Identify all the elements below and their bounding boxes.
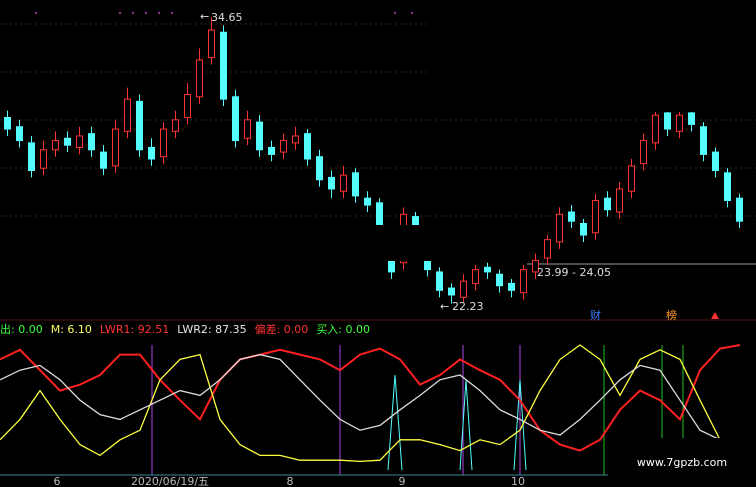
candle-body (676, 114, 683, 132)
candle-body (4, 117, 11, 130)
high-label: 34.65 (211, 11, 243, 24)
candle-body (364, 197, 371, 206)
candle-body (604, 197, 611, 211)
watermark-box (608, 438, 756, 487)
candle-body (520, 269, 527, 294)
candle-body (580, 223, 587, 236)
x-tick-label: 2020/06/19/五 (131, 475, 209, 487)
candle-body (544, 239, 551, 259)
candle-body (16, 126, 23, 142)
candle-body (448, 287, 455, 296)
annotation-arrow: ← (200, 10, 209, 23)
candle-body (112, 128, 119, 167)
candle-body (76, 135, 83, 148)
dot (119, 12, 121, 14)
candle-body (328, 176, 335, 190)
marker: 财 (590, 308, 601, 322)
legend-item: LWR2: 87.35 (177, 323, 246, 336)
candle-body (592, 199, 599, 234)
marker: 榜 (666, 308, 677, 322)
candle-body (340, 174, 347, 192)
candle-body (652, 114, 659, 144)
redaction-box (427, 0, 756, 112)
x-tick-label: 9 (399, 475, 406, 487)
candle-body (208, 29, 215, 59)
candle-body (28, 142, 35, 172)
candle-body (712, 151, 719, 172)
watermark: www.7gpzb.com (637, 456, 727, 469)
candle-body (148, 146, 155, 160)
candle-body (268, 146, 275, 155)
candle-body (100, 151, 107, 169)
candle-body (316, 156, 323, 181)
range-label: 23.99 - 24.05 (537, 266, 611, 279)
candle-body (736, 197, 743, 222)
indicator-line (0, 353, 741, 446)
candle-body (172, 119, 179, 132)
candle-body (52, 140, 59, 151)
candle-body (628, 165, 635, 192)
dot (394, 12, 396, 14)
candle-body (724, 172, 731, 201)
candle-body (484, 266, 491, 273)
candle-body (160, 128, 167, 158)
candle-body (460, 280, 467, 298)
indicator-line (0, 344, 741, 452)
legend-item: M: 6.10 (51, 323, 92, 336)
candle-body (688, 112, 695, 125)
dot (35, 12, 37, 14)
candle-body (304, 133, 311, 160)
candle-body (88, 133, 95, 151)
spike (387, 374, 403, 471)
candle-body (232, 96, 239, 142)
annotation-arrow: ← (440, 300, 449, 313)
redaction-box (239, 225, 517, 261)
x-tick-label: 8 (287, 475, 294, 487)
legend-item: 买入: 0.00 (316, 323, 370, 336)
candle-body (196, 59, 203, 98)
top-dots (35, 12, 413, 14)
x-tick-label: 6 (54, 475, 61, 487)
candle-body (136, 100, 143, 151)
dot (132, 12, 134, 14)
legend-item: 偏差: 0.00 (255, 322, 309, 336)
candle-body (532, 259, 539, 273)
dot (171, 12, 173, 14)
candle-body (616, 188, 623, 213)
candle-body (568, 211, 575, 222)
legend-item: LWR1: 92.51 (100, 323, 169, 336)
candle-body (184, 93, 191, 119)
dot (411, 12, 413, 14)
spike (513, 379, 527, 471)
candle-body (244, 119, 251, 139)
dot (145, 12, 147, 14)
indicator-line (0, 344, 741, 463)
indicator (0, 344, 741, 463)
candle-body (40, 149, 47, 169)
candle-body (496, 273, 503, 287)
candle-body (352, 172, 359, 197)
candles (4, 17, 743, 304)
candle-body (700, 126, 707, 155)
candle-body (508, 282, 515, 291)
candle-body (220, 31, 227, 100)
candle-body (64, 137, 71, 146)
legend-item: 出: 0.00 (0, 322, 43, 336)
candle-body (436, 271, 443, 291)
candle-body (292, 135, 299, 144)
candle-body (640, 140, 647, 165)
candle-body (664, 112, 671, 130)
low-label: 22.23 (452, 300, 484, 313)
dot (158, 12, 160, 14)
candle-body (556, 213, 563, 243)
candle-body (472, 269, 479, 284)
marker-triangle (711, 312, 719, 319)
candle-body (124, 98, 131, 132)
candle-body (256, 121, 263, 151)
candle-body (280, 140, 287, 153)
x-tick-label: 10 (511, 475, 525, 487)
